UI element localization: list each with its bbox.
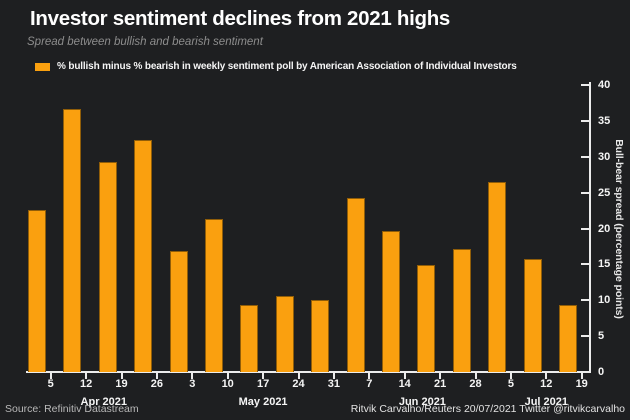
- x-tick: [297, 373, 300, 379]
- bar-12: [452, 248, 471, 372]
- bar-8: [311, 300, 330, 372]
- x-tick-label: 17: [256, 378, 270, 390]
- bar-2: [98, 161, 117, 372]
- bar-1: [63, 109, 82, 372]
- x-tick-label: 7: [366, 378, 373, 390]
- legend: % bullish minus % bearish in weekly sent…: [35, 61, 517, 72]
- y-tick-label: 0: [598, 366, 605, 378]
- x-tick-label: 14: [398, 378, 411, 390]
- x-tick: [120, 373, 123, 379]
- x-tick: [545, 373, 548, 379]
- y-tick-label: 30: [598, 150, 611, 163]
- x-tick-label: 12: [540, 378, 553, 390]
- legend-label: % bullish minus % bearish in weekly sent…: [57, 61, 517, 72]
- x-month-label: Jun 2021: [398, 396, 446, 408]
- y-tick: [581, 227, 590, 230]
- x-tick: [439, 373, 442, 379]
- y-tick-label: 5: [598, 330, 605, 343]
- y-tick: [581, 191, 590, 194]
- x-month-label: May 2021: [238, 396, 288, 408]
- y-tick-label: 15: [598, 258, 611, 271]
- x-month-label: Jul 2021: [524, 396, 569, 408]
- x-tick: [262, 373, 265, 379]
- x-tick: [49, 373, 52, 379]
- y-tick-label: 35: [598, 114, 611, 127]
- bar-3: [134, 139, 153, 372]
- y-tick: [581, 263, 590, 266]
- y-tick: [581, 119, 590, 122]
- x-tick: [474, 373, 477, 379]
- y-tick-label: 10: [598, 294, 611, 307]
- x-tick: [155, 373, 158, 379]
- x-tick-label: 19: [115, 378, 128, 390]
- plot-area: Bull-bear spread (percentage points) 5 12…: [26, 79, 625, 408]
- x-tick-label: 28: [469, 378, 482, 390]
- bar-6: [240, 304, 259, 372]
- x-month-label: Apr 2021: [80, 396, 128, 408]
- x-tick-label: 31: [327, 378, 341, 390]
- y-tick: [581, 371, 590, 373]
- y-tick-label: 25: [598, 186, 611, 199]
- y-axis-line: [589, 82, 591, 373]
- legend-swatch-icon: [35, 62, 50, 71]
- bar-13: [488, 181, 507, 372]
- x-tick: [580, 373, 583, 379]
- bar-11: [417, 265, 436, 372]
- x-axis-line: [26, 371, 591, 373]
- x-tick: [226, 373, 229, 379]
- bar-9: [346, 197, 365, 372]
- bar-4: [169, 250, 188, 372]
- y-tick: [581, 155, 590, 158]
- bar-10: [382, 231, 400, 372]
- x-tick: [509, 373, 512, 379]
- y-tick: [581, 299, 590, 302]
- x-tick: [368, 373, 371, 379]
- x-tick-label: 10: [221, 378, 234, 390]
- bar-7: [275, 295, 294, 372]
- bar-14: [523, 258, 542, 372]
- x-tick-label: 26: [150, 378, 164, 390]
- y-tick-label: 40: [598, 79, 611, 91]
- x-tick-label: 24: [292, 378, 305, 390]
- x-tick-label: 12: [79, 378, 93, 390]
- source-note: Source: Refinitiv Datastream: [5, 403, 139, 415]
- x-tick-label: 5: [507, 378, 514, 390]
- x-tick-label: 3: [189, 378, 196, 390]
- bar-5: [205, 219, 223, 372]
- y-tick: [581, 335, 590, 338]
- chart-subtitle: Spread between bullish and bearish senti…: [27, 36, 263, 48]
- x-tick: [403, 373, 406, 379]
- chart-title: Investor sentiment declines from 2021 hi…: [30, 7, 451, 30]
- bar-0: [28, 209, 46, 372]
- x-tick: [85, 373, 88, 379]
- bar-15: [559, 304, 577, 372]
- y-tick-label: 20: [598, 222, 611, 235]
- x-tick-label: 19: [575, 378, 588, 390]
- x-tick-label: 5: [47, 378, 54, 390]
- x-tick-label: 21: [433, 378, 447, 390]
- y-tick: [581, 84, 590, 86]
- x-tick: [332, 373, 335, 379]
- x-tick: [191, 373, 194, 379]
- y-axis-title: Bull-bear spread (percentage points): [613, 138, 625, 319]
- credit-note: Ritvik Carvalho/Reuters 20/07/2021 Twitt…: [350, 403, 625, 415]
